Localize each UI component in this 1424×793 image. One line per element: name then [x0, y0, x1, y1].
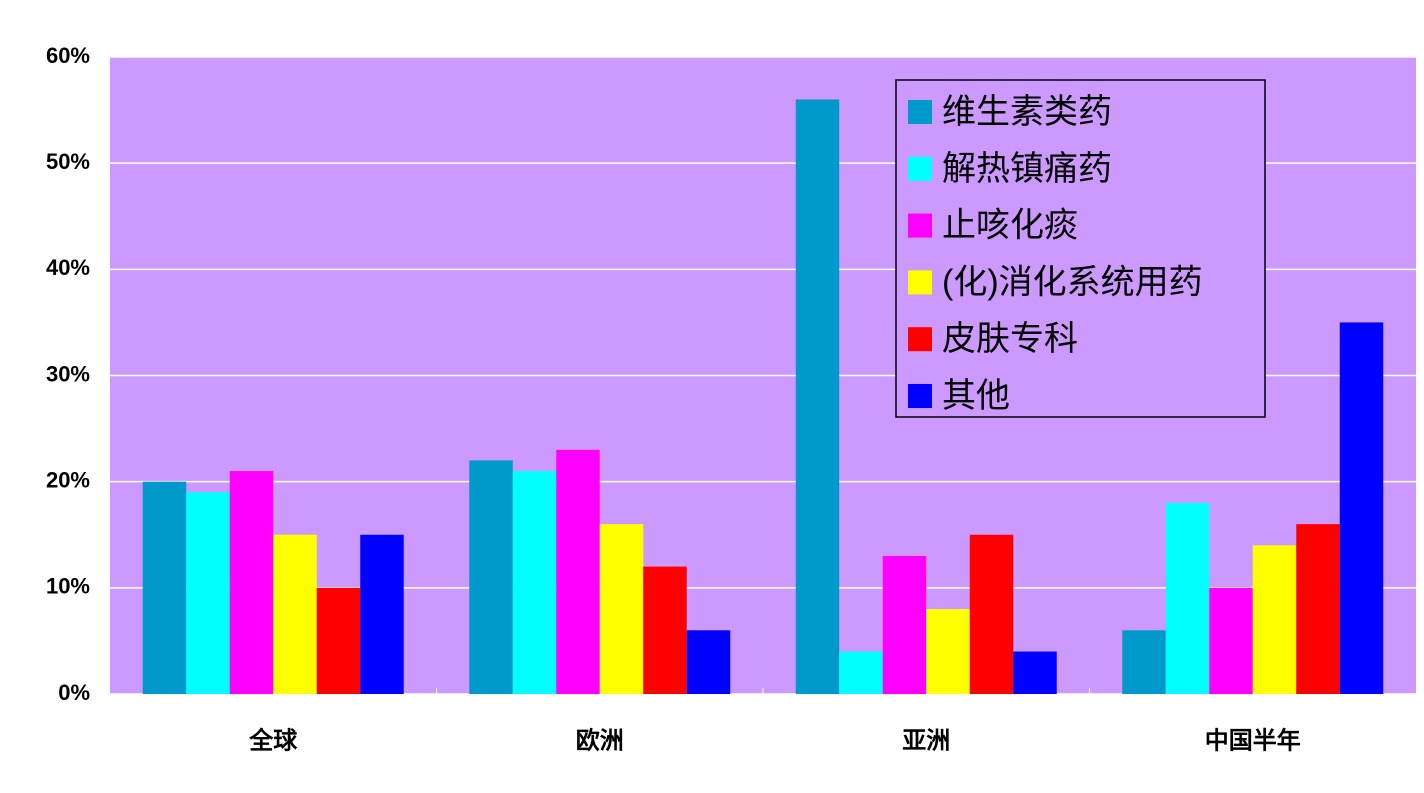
bar [1252, 545, 1297, 694]
x-tick-label: 全球 [248, 726, 298, 754]
bar [686, 630, 731, 694]
bar [469, 460, 513, 694]
legend-label: (化)消化系统用药 [942, 263, 1203, 301]
y-tick-label: 60% [46, 43, 90, 68]
y-tick-label: 10% [46, 574, 90, 599]
y-tick-label: 40% [46, 255, 90, 280]
bar [795, 99, 840, 694]
bar [316, 587, 361, 694]
legend-swatch [908, 384, 932, 408]
bar [839, 651, 883, 694]
bar [599, 524, 644, 694]
bar [1209, 587, 1253, 694]
bar [1165, 502, 1210, 694]
bar [556, 449, 600, 694]
bar [882, 555, 927, 694]
bar [360, 534, 404, 694]
x-tick-label: 欧洲 [576, 726, 624, 754]
legend-label: 解热镇痛药 [942, 150, 1112, 188]
legend-label: 止咳化痰 [942, 207, 1078, 245]
legend-swatch [908, 100, 932, 124]
y-tick-label: 50% [46, 149, 90, 174]
legend-label: 皮肤专科 [942, 320, 1078, 358]
bar [512, 471, 557, 694]
legend-swatch [908, 213, 932, 238]
legend-swatch [908, 327, 932, 352]
bar [273, 534, 317, 694]
x-tick-label: 中国半年 [1205, 726, 1301, 754]
legend-swatch [908, 156, 932, 181]
legend-label: 其他 [942, 377, 1010, 415]
bar [643, 566, 687, 694]
bar [1013, 651, 1057, 694]
bar [142, 481, 187, 694]
legend-swatch [908, 270, 932, 295]
bar [1339, 322, 1384, 694]
bar [229, 471, 274, 694]
bar [926, 609, 970, 694]
y-tick-label: 0% [58, 680, 90, 705]
bar [1122, 630, 1166, 694]
y-tick-label: 20% [46, 467, 90, 492]
bar [969, 534, 1014, 694]
legend-label: 维生素类药 [942, 93, 1112, 131]
x-tick-label: 亚洲 [902, 727, 950, 754]
y-tick-label: 30% [46, 361, 90, 386]
bar [186, 492, 230, 694]
bar [1296, 524, 1340, 694]
legend-box [895, 79, 1266, 418]
